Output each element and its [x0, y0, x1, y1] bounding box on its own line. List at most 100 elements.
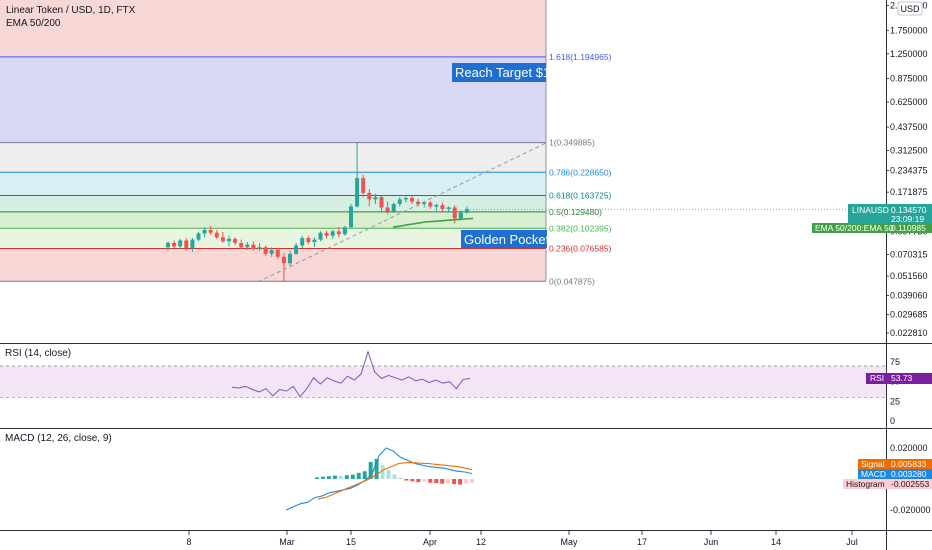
macd-badge-label: MACD [861, 469, 886, 479]
candle-body [355, 178, 360, 207]
chart-title: Linear Token / USD, 1D, FTX [6, 5, 136, 16]
time-tick-label: Mar [279, 537, 295, 547]
fib-zone [0, 248, 546, 282]
fib-level-label: 0(0.047875) [549, 276, 595, 286]
macd-histogram-bar [320, 476, 325, 479]
macd-histogram-bar [386, 469, 391, 479]
candle-body [391, 204, 396, 212]
fib-zone [0, 0, 546, 57]
macd-histogram-bar [434, 479, 439, 484]
macd-histogram-bar [428, 479, 433, 483]
candle-body [275, 249, 280, 257]
fib-zone [0, 142, 546, 173]
last-price-symbol: LINAUSD [852, 205, 889, 215]
fibonacci-retracement: 0(0.047875) 0.236(0.076585) 0.382(0.102395… [0, 0, 612, 286]
fib-zone [0, 228, 546, 249]
golden-pocket-callout[interactable]: Golden Pocket [461, 230, 550, 248]
macd-histogram-bar [374, 458, 379, 479]
macd-histogram-bar [326, 476, 331, 479]
candle-body [288, 253, 292, 264]
price-tick-label: 0.029685 [890, 310, 928, 320]
price-tick-label: 0.625000 [890, 97, 928, 107]
trend-line [257, 142, 547, 283]
price-pane [166, 142, 886, 282]
candle-body [324, 232, 329, 236]
macd-signal-line [317, 462, 473, 500]
price-tick-label: 0.437500 [890, 122, 928, 132]
currency-button[interactable]: USD [897, 1, 923, 16]
macd-histogram-bar [344, 475, 349, 479]
rsi-line [231, 350, 471, 398]
macd-histogram-bar [446, 479, 451, 484]
candle-body [312, 239, 317, 243]
macd-histogram-bar [338, 475, 343, 479]
macd-histogram-bar [398, 477, 403, 479]
signal-badge-label: Signal [861, 459, 885, 469]
histogram-badge-value: -0.002553 [891, 479, 930, 489]
macd-signal-badge: Signal 0.005833 [858, 459, 932, 469]
candle-body [440, 204, 445, 209]
fib-level-label: 1(0.349885) [549, 138, 595, 148]
candle-body [416, 201, 421, 205]
golden-pocket-text: Golden Pocket [464, 232, 550, 247]
candle-body [403, 198, 408, 200]
candle-body [397, 199, 402, 205]
rsi-badge-label: RSI [870, 373, 884, 383]
macd-histogram-bar [315, 477, 319, 479]
macd-histogram-bar [404, 479, 409, 481]
fib-level-label: 0.618(0.163725) [549, 191, 612, 201]
time-tick-label: Jul [846, 537, 858, 547]
price-tick-label: 0.070315 [890, 249, 928, 259]
macd-tick-label: -0.020000 [890, 505, 931, 515]
macd-histogram-bar [362, 471, 367, 479]
candle-body [294, 245, 299, 254]
price-tick-label: 1.250000 [890, 49, 928, 59]
time-tick-label: Apr [423, 537, 437, 547]
candle-body [379, 197, 384, 208]
macd-histogram-bar [440, 479, 445, 484]
candle-body [190, 239, 195, 249]
candle-body [257, 247, 262, 250]
rsi-pane: 7550250 [0, 350, 900, 426]
candle-body [428, 202, 433, 207]
macd-histogram-badge: Histogram -0.002553 [843, 479, 932, 489]
reach-target-callout[interactable]: Reach Target $1 [452, 63, 550, 82]
macd-histogram-bar [332, 475, 337, 479]
rsi-tick-label: 25 [890, 396, 900, 406]
macd-histogram-bar [410, 479, 415, 482]
price-tick-label: 0.875000 [890, 74, 928, 84]
last-price-value: 0.134570 [891, 205, 927, 215]
currency-label[interactable]: USD [900, 4, 920, 14]
candle-body [349, 206, 353, 228]
price-tick-label: 0.312500 [890, 145, 928, 155]
price-tick-label: 0.234375 [890, 166, 928, 176]
candle-body [227, 238, 231, 242]
candle-body [184, 240, 189, 249]
candle-body [166, 242, 170, 248]
time-tick-label: 12 [476, 537, 486, 547]
macd-badge-value: 0.003280 [891, 469, 927, 479]
fib-zone [0, 172, 546, 196]
rsi-title: RSI (14, close) [5, 348, 71, 359]
fib-level-label: 0.382(0.102395) [549, 223, 612, 233]
last-price-badge: LINAUSD 0.134570 23:09:19 [848, 204, 932, 226]
macd-histogram-bar [416, 479, 421, 483]
candle-body [172, 242, 177, 247]
price-tick-label: 0.022810 [890, 328, 928, 338]
candle-body [361, 178, 366, 193]
candle-body [410, 198, 414, 202]
macd-histogram-bar [392, 474, 397, 479]
time-tick-label: 8 [186, 537, 191, 547]
candle-body [336, 231, 341, 235]
macd-histogram-bar [422, 479, 427, 482]
price-tick-label: 0.171875 [890, 187, 928, 197]
time-tick-label: 15 [346, 537, 356, 547]
ema50-line [392, 217, 474, 228]
macd-histogram-bar [356, 472, 361, 479]
price-tick-label: 0.039060 [890, 290, 928, 300]
candle-body [196, 233, 201, 240]
macd-histogram-bar [458, 479, 463, 485]
macd-tick-label: 0.020000 [890, 443, 928, 453]
rsi-badge: RSI 53.73 [866, 373, 932, 384]
